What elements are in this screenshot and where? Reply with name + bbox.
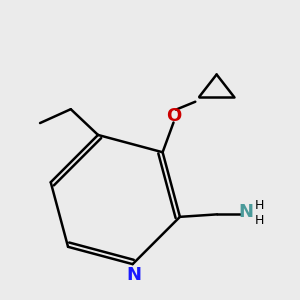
Text: O: O	[166, 106, 181, 124]
Text: N: N	[238, 203, 253, 221]
Text: H: H	[255, 200, 264, 212]
Text: N: N	[126, 266, 141, 284]
Text: H: H	[255, 214, 264, 227]
